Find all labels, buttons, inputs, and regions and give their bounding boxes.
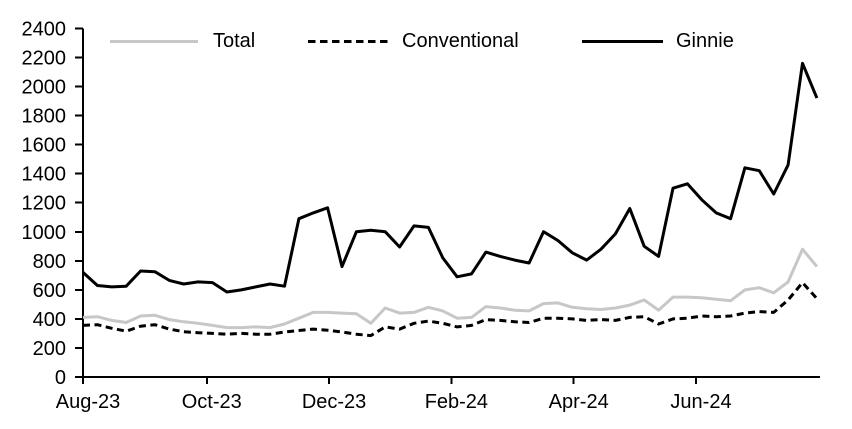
series-line-total: [82, 247, 819, 330]
svg-text:Feb-24: Feb-24: [425, 391, 488, 413]
svg-text:Apr-24: Apr-24: [549, 391, 609, 413]
svg-text:Aug-23: Aug-23: [56, 391, 121, 413]
svg-text:2200: 2200: [22, 47, 67, 69]
svg-text:200: 200: [33, 338, 66, 360]
svg-text:1600: 1600: [22, 135, 67, 157]
svg-text:1400: 1400: [22, 164, 67, 186]
svg-text:2400: 2400: [22, 18, 67, 40]
svg-text:Oct-23: Oct-23: [182, 391, 242, 413]
svg-text:1800: 1800: [22, 106, 67, 128]
series-line-conventional: [82, 281, 819, 338]
svg-text:Dec-23: Dec-23: [302, 391, 366, 413]
svg-text:2000: 2000: [22, 77, 67, 99]
svg-text:0: 0: [55, 367, 66, 389]
svg-text:800: 800: [33, 251, 66, 273]
svg-text:Jun-24: Jun-24: [670, 391, 731, 413]
svg-text:1000: 1000: [22, 222, 67, 244]
svg-text:1200: 1200: [22, 193, 67, 215]
series-line-ginnie: [81, 61, 819, 294]
svg-text:600: 600: [33, 280, 66, 302]
svg-text:400: 400: [33, 309, 66, 331]
